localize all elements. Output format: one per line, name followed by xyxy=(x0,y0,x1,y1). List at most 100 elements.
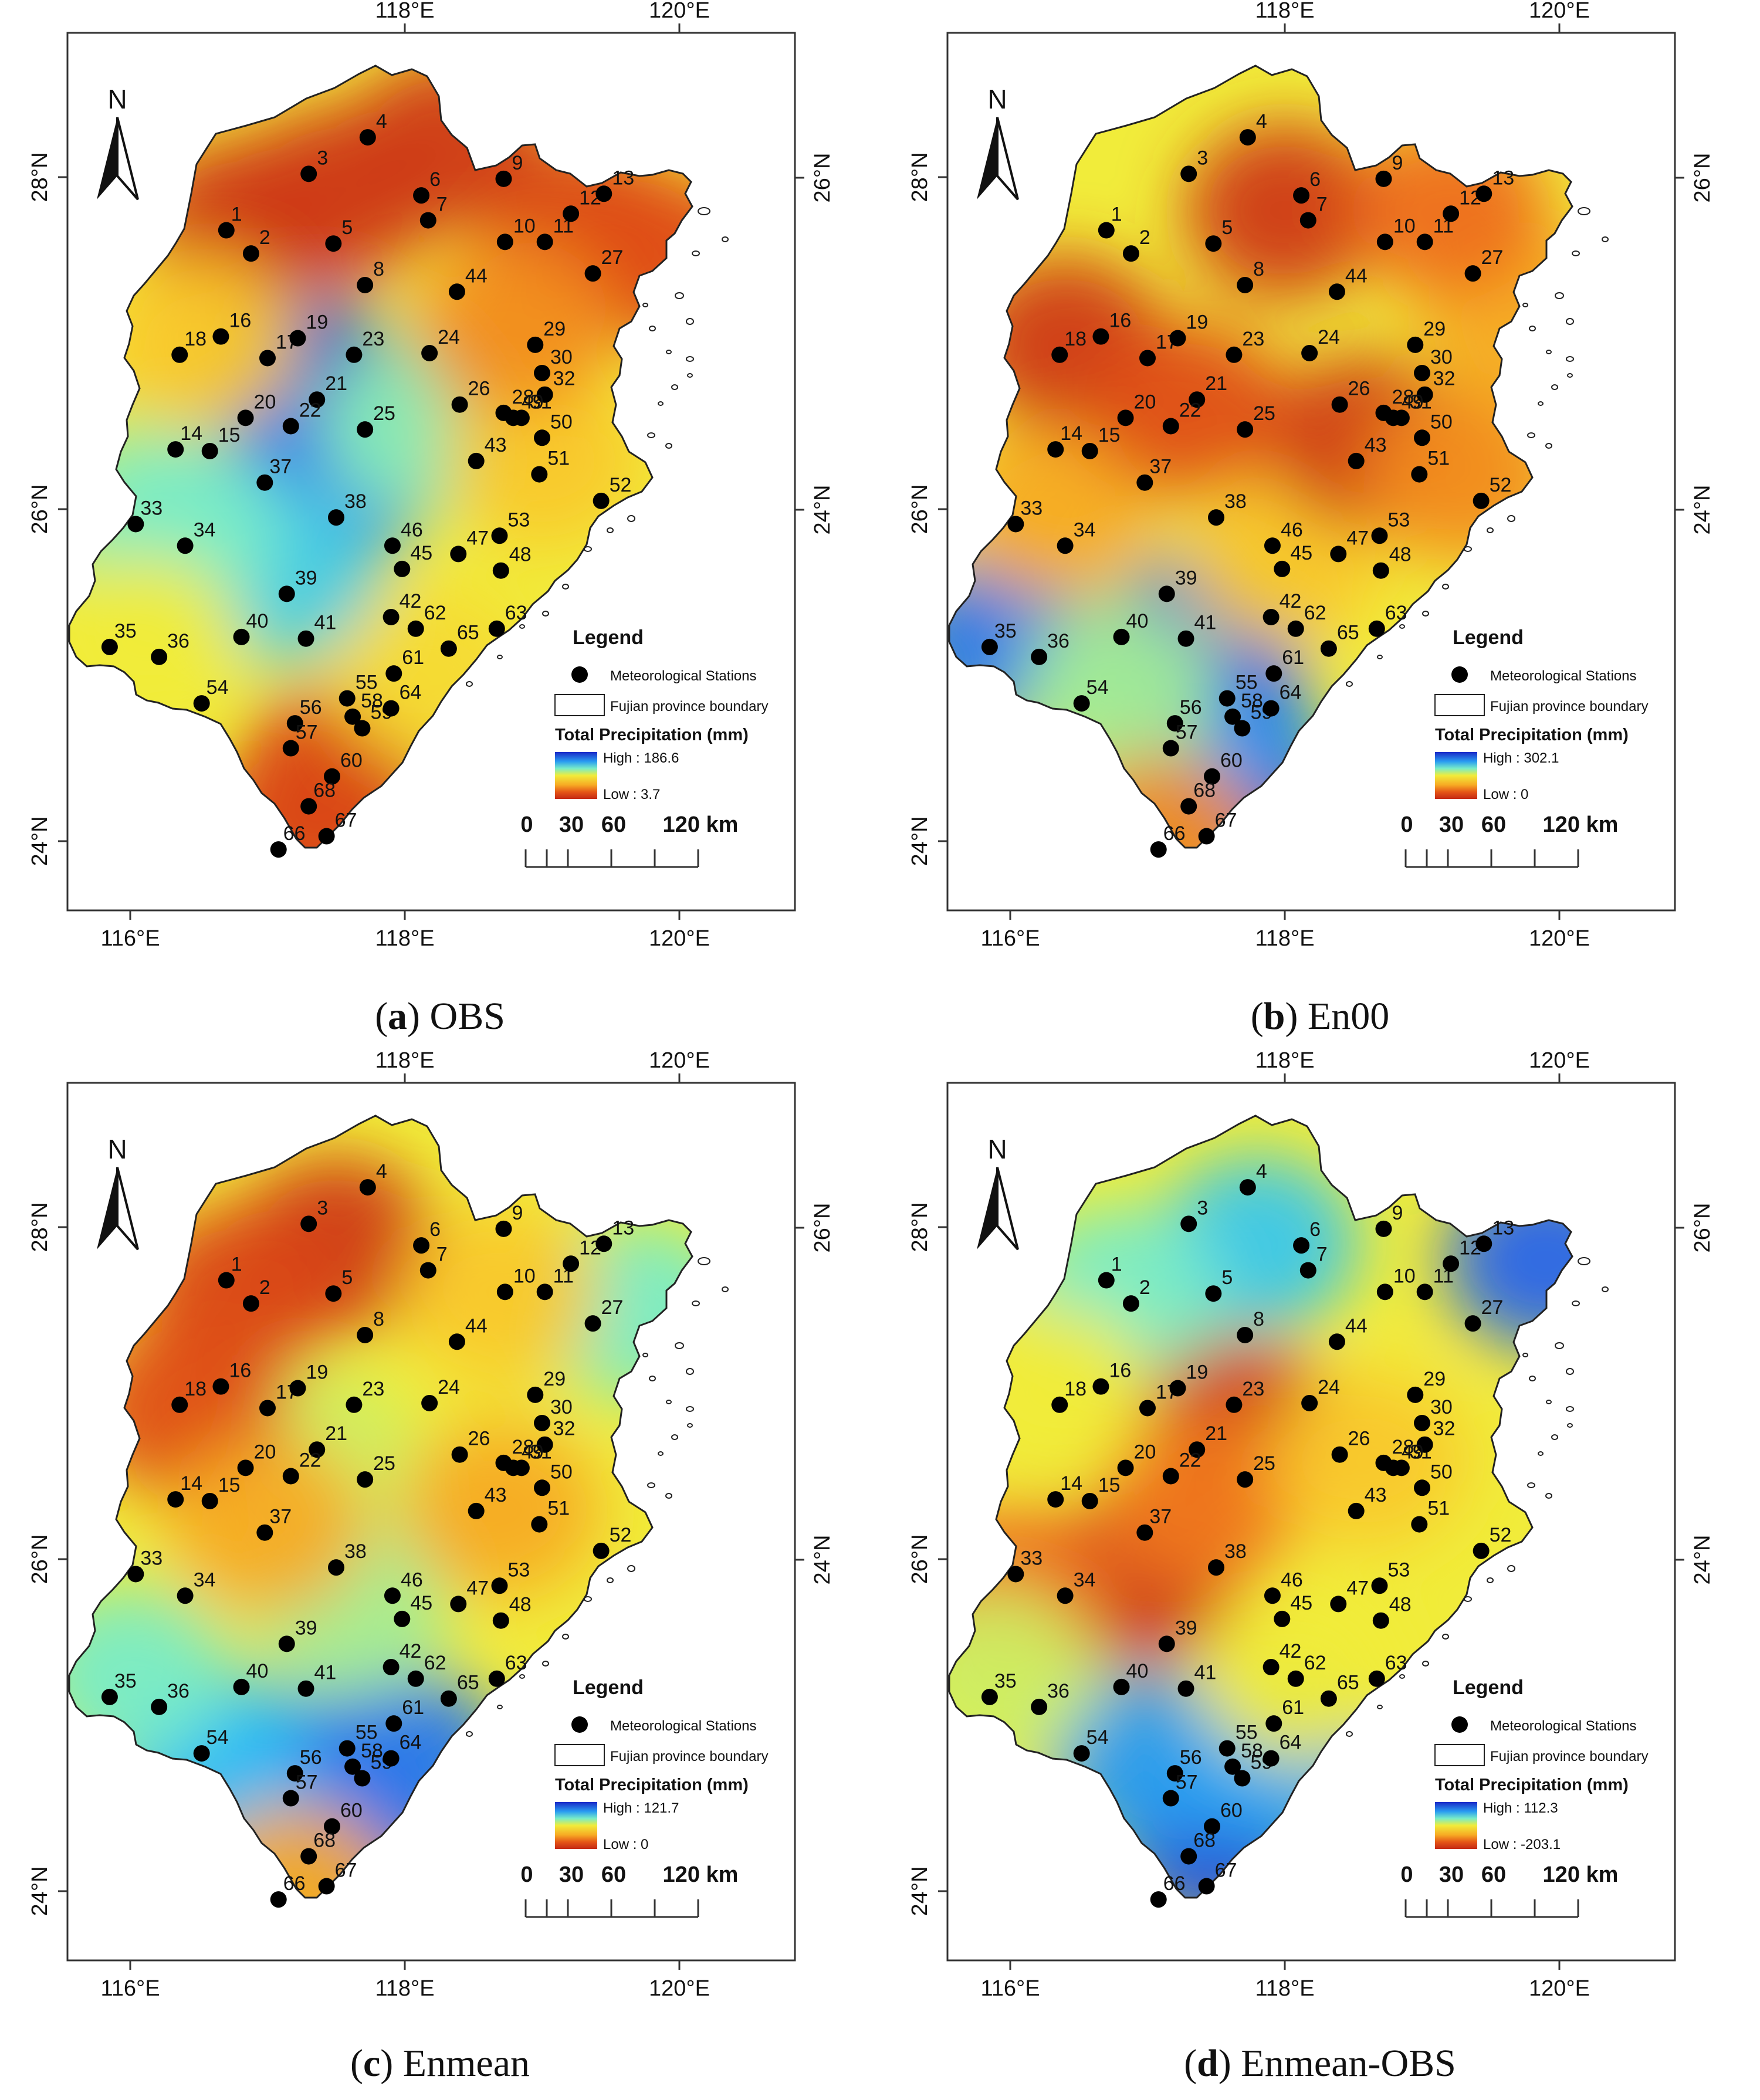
station-marker xyxy=(1092,1378,1109,1395)
station-label: 42 xyxy=(1280,590,1302,612)
caption-a: (a) OBS xyxy=(375,995,505,1038)
station-label: 44 xyxy=(465,265,488,287)
island xyxy=(1464,1596,1472,1602)
station-marker xyxy=(383,1658,400,1675)
station-marker xyxy=(151,1698,168,1715)
surface-blob xyxy=(952,421,1152,597)
island xyxy=(666,350,672,354)
station-label: 19 xyxy=(1186,1361,1208,1384)
station-marker xyxy=(394,560,411,577)
station-label: 64 xyxy=(1280,1732,1302,1754)
legend-colorbar xyxy=(555,1802,597,1849)
station-label: 52 xyxy=(1490,474,1512,496)
legend-precip-title: Total Precipitation (mm) xyxy=(555,726,749,744)
island xyxy=(687,1423,693,1428)
station-label: 66 xyxy=(1163,1872,1186,1895)
station-marker xyxy=(1224,708,1241,725)
station-marker xyxy=(171,1396,188,1413)
station-marker xyxy=(981,1688,998,1705)
station-label: 22 xyxy=(1179,399,1201,422)
station-marker xyxy=(1464,265,1481,282)
station-label: 1 xyxy=(231,204,242,226)
island xyxy=(562,1634,569,1640)
station-marker xyxy=(534,364,550,381)
station-marker xyxy=(1237,276,1254,293)
right-axis-label: 26°N xyxy=(1690,153,1715,203)
station-label: 68 xyxy=(313,1830,336,1852)
station-label: 29 xyxy=(543,318,566,340)
station-label: 60 xyxy=(340,1800,363,1822)
station-label: 3 xyxy=(317,147,328,169)
north-arrow-icon xyxy=(97,117,139,201)
station-label: 18 xyxy=(184,1378,207,1400)
station-marker xyxy=(1208,1559,1224,1576)
station-marker xyxy=(1371,1577,1388,1594)
station-label: 67 xyxy=(1215,809,1237,832)
left-axis-label: 24°N xyxy=(28,1867,52,1916)
station-label: 16 xyxy=(1109,310,1131,332)
station-label: 66 xyxy=(1163,822,1186,845)
station-label: 26 xyxy=(1348,1428,1370,1450)
station-marker xyxy=(256,474,273,491)
legend-precip-title: Total Precipitation (mm) xyxy=(1435,1776,1629,1794)
island xyxy=(698,207,710,215)
island xyxy=(1422,1661,1429,1667)
station-marker xyxy=(286,1765,303,1782)
station-label: 32 xyxy=(553,1418,576,1440)
legend-boundary-label: Fujian province boundary xyxy=(1490,1749,1649,1764)
legend-station-marker xyxy=(571,1716,588,1733)
station-label: 28 xyxy=(1392,386,1414,408)
station-marker xyxy=(282,418,299,435)
station-label: 5 xyxy=(1221,1266,1233,1289)
station-marker xyxy=(354,720,371,737)
station-marker xyxy=(1407,336,1424,353)
station-label: 35 xyxy=(114,620,137,642)
legend-colorbar xyxy=(555,752,597,799)
left-axis-label: 24°N xyxy=(908,817,932,866)
station-marker xyxy=(1198,1878,1215,1895)
legend: Legend Meteorological Stations Fujian prov… xyxy=(554,626,769,802)
island xyxy=(1572,1300,1580,1306)
station-label: 65 xyxy=(1337,622,1359,644)
legend-title: Legend xyxy=(573,1676,644,1699)
station-marker xyxy=(1098,1272,1115,1289)
station-marker xyxy=(1416,233,1433,250)
station-label: 67 xyxy=(335,809,357,832)
island xyxy=(1399,1674,1405,1679)
station-label: 36 xyxy=(167,1680,189,1702)
station-marker xyxy=(346,346,363,363)
station-marker xyxy=(1368,620,1385,637)
station-marker xyxy=(167,1491,184,1508)
station-marker xyxy=(1047,1491,1064,1508)
station-marker xyxy=(282,740,299,757)
station-marker xyxy=(300,798,317,815)
station-marker xyxy=(1375,170,1392,187)
station-label: 13 xyxy=(612,1217,634,1239)
island xyxy=(1566,356,1574,362)
station-marker xyxy=(1330,546,1347,563)
station-label: 63 xyxy=(1385,602,1407,624)
station-marker xyxy=(451,1446,468,1463)
station-label: 7 xyxy=(1316,194,1328,216)
north-arrow-right xyxy=(116,1167,139,1251)
island xyxy=(658,1451,664,1456)
station-marker xyxy=(531,466,548,483)
station-marker xyxy=(536,386,553,403)
island xyxy=(1567,1423,1573,1428)
station-marker xyxy=(297,1680,314,1697)
station-label: 44 xyxy=(1345,1315,1368,1337)
island xyxy=(584,546,592,552)
station-marker xyxy=(193,1745,210,1762)
station-label: 37 xyxy=(1149,1506,1172,1528)
station-label: 45 xyxy=(1290,1592,1312,1614)
station-marker xyxy=(300,1215,317,1232)
island xyxy=(722,1286,729,1292)
station-marker xyxy=(1264,537,1281,554)
scale-label: 30 xyxy=(1439,812,1464,837)
station-label: 34 xyxy=(1074,519,1096,541)
station-label: 55 xyxy=(1236,1722,1258,1744)
station-marker xyxy=(527,336,544,353)
station-label: 39 xyxy=(1175,1617,1197,1639)
station-marker xyxy=(1205,1285,1222,1302)
station-label: 35 xyxy=(994,620,1017,642)
